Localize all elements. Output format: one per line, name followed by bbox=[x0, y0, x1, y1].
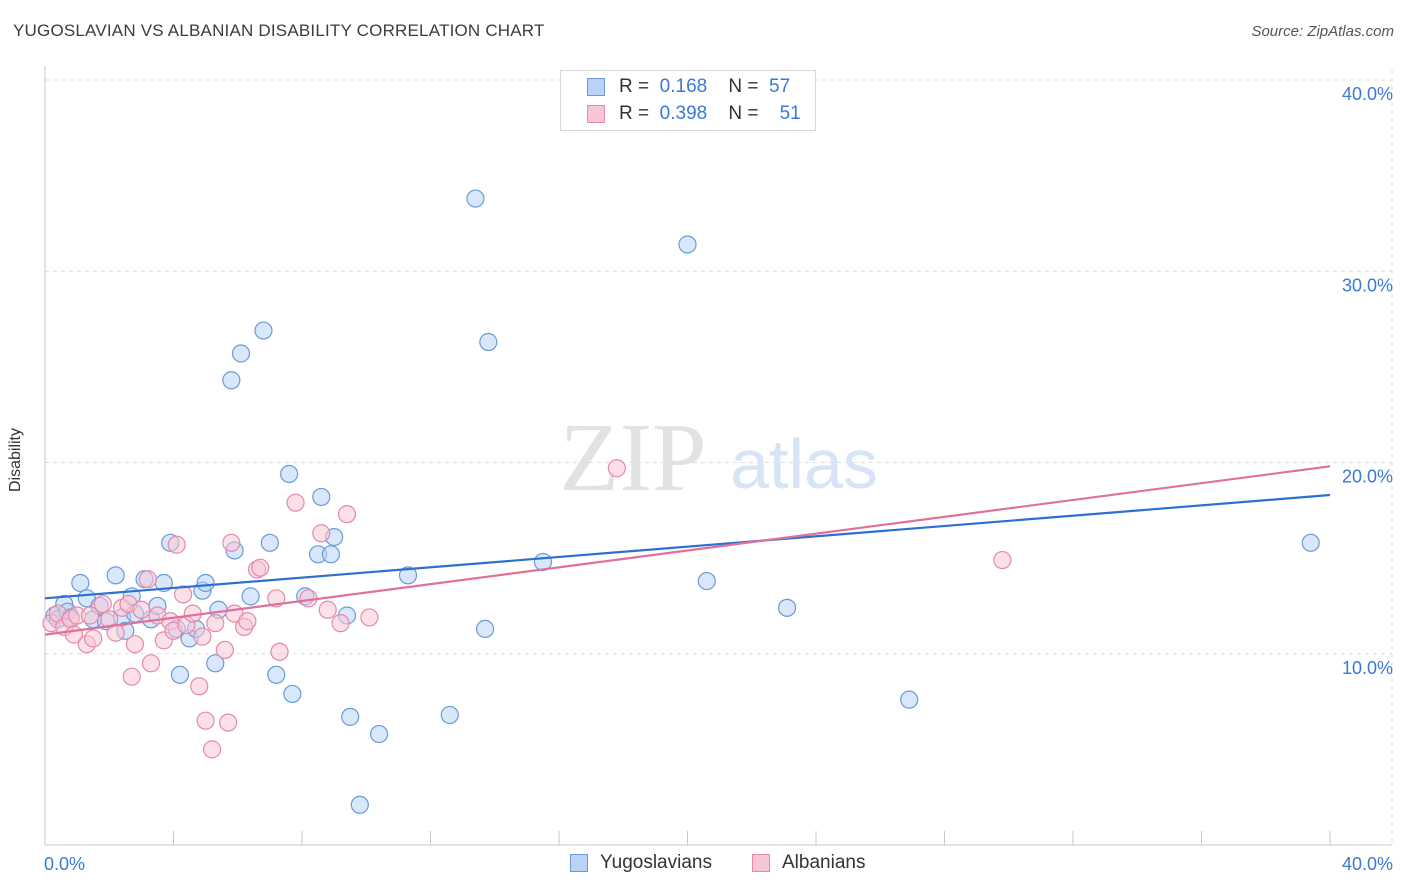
x-tick-label: 40.0% bbox=[1342, 854, 1393, 874]
point-yugoslavian bbox=[476, 619, 495, 638]
point-yugoslavian bbox=[1301, 533, 1320, 552]
point-yugoslavian bbox=[312, 487, 331, 507]
y-tick-label: 40.0% bbox=[1342, 84, 1393, 104]
point-albanian bbox=[141, 654, 161, 673]
x-tick-label: 0.0% bbox=[44, 854, 85, 874]
point-yugoslavian bbox=[222, 371, 241, 390]
legend-n-value: 57 bbox=[769, 76, 791, 97]
legend-swatch-blue bbox=[587, 78, 605, 96]
point-yugoslavian bbox=[260, 533, 279, 552]
point-albanian bbox=[337, 505, 357, 524]
point-yugoslavian bbox=[350, 795, 369, 814]
point-yugoslavian bbox=[267, 665, 286, 684]
point-yugoslavian bbox=[254, 321, 273, 340]
point-albanian bbox=[222, 533, 241, 552]
legend-r-label: R = bbox=[619, 103, 650, 124]
point-yugoslavian bbox=[280, 464, 299, 484]
point-albanian bbox=[318, 600, 337, 619]
point-albanian bbox=[331, 614, 350, 633]
trend-layer bbox=[44, 465, 1331, 636]
correlation-legend: R = 0.168 N = 57 R = 0.398 N = 51 bbox=[560, 70, 816, 131]
point-yugoslavian bbox=[678, 235, 697, 254]
labels-layer: 10.0% 20.0% 30.0% 40.0% 0.0% 40.0% bbox=[44, 84, 1393, 874]
point-albanian bbox=[219, 713, 238, 732]
point-yugoslavian bbox=[440, 705, 459, 725]
point-yugoslavian bbox=[231, 344, 251, 363]
point-albanian bbox=[206, 614, 225, 633]
trend-line-yugoslavians bbox=[44, 493, 1331, 600]
point-yugoslavian bbox=[71, 573, 90, 593]
point-yugoslavian bbox=[206, 654, 225, 673]
y-tick-label: 20.0% bbox=[1342, 467, 1393, 487]
point-yugoslavian bbox=[900, 690, 919, 709]
point-albanian bbox=[122, 667, 141, 686]
point-yugoslavian bbox=[466, 189, 485, 208]
point-yugoslavian bbox=[241, 587, 260, 606]
point-yugoslavian bbox=[370, 724, 389, 744]
point-yugoslavian bbox=[777, 598, 797, 617]
axis-layer bbox=[44, 66, 1392, 846]
point-albanian bbox=[193, 627, 212, 646]
point-albanian bbox=[125, 635, 145, 654]
point-albanian bbox=[251, 558, 270, 577]
y-tick-label: 10.0% bbox=[1342, 658, 1393, 678]
point-yugoslavian bbox=[170, 665, 190, 684]
point-yugoslavian bbox=[479, 332, 498, 352]
bottom-legend-swatch-blue bbox=[570, 854, 588, 872]
point-yugoslavian bbox=[196, 573, 215, 593]
y-tick-label: 30.0% bbox=[1342, 275, 1393, 295]
legend-n-label: N = bbox=[728, 76, 759, 97]
bottom-legend-label: Albanians bbox=[782, 852, 866, 873]
legend-n-value: 51 bbox=[779, 103, 801, 124]
point-albanian bbox=[286, 493, 305, 512]
point-yugoslavian bbox=[106, 566, 125, 585]
point-yugoslavian bbox=[341, 707, 360, 726]
legend-r-label: R = bbox=[619, 76, 650, 97]
point-yugoslavian bbox=[697, 571, 716, 591]
point-albanian bbox=[312, 524, 331, 543]
point-yugoslavian bbox=[398, 566, 418, 585]
point-albanian bbox=[360, 608, 379, 627]
legend-n-label: N = bbox=[728, 103, 759, 124]
watermark: ZIP atlas bbox=[560, 404, 878, 512]
point-albanian bbox=[238, 612, 257, 631]
trend-line-albanians bbox=[44, 465, 1331, 636]
point-albanian bbox=[167, 535, 186, 554]
point-albanian bbox=[215, 640, 234, 660]
watermark-atlas: atlas bbox=[730, 425, 878, 503]
chart-title: YUGOSLAVIAN VS ALBANIAN DISABILITY CORRE… bbox=[13, 21, 545, 40]
grid-layer bbox=[45, 70, 1393, 845]
legend-swatch-pink bbox=[587, 105, 605, 123]
bottom-legend-swatch-pink bbox=[752, 854, 770, 872]
point-albanian bbox=[607, 459, 626, 478]
point-yugoslavian bbox=[321, 545, 341, 564]
point-albanian bbox=[84, 629, 103, 648]
point-yugoslavian bbox=[283, 684, 302, 704]
legend-r-value: 0.398 bbox=[659, 103, 708, 124]
points-layer bbox=[42, 189, 1320, 814]
point-albanian bbox=[190, 677, 209, 696]
watermark-zip: ZIP bbox=[560, 404, 707, 512]
bottom-legend-label: Yugoslavians bbox=[600, 852, 712, 873]
point-albanian bbox=[93, 594, 112, 614]
point-albanian bbox=[80, 606, 100, 625]
point-albanian bbox=[267, 589, 286, 608]
point-albanian bbox=[138, 570, 157, 589]
point-albanian bbox=[106, 623, 125, 642]
point-albanian bbox=[993, 550, 1012, 570]
point-albanian bbox=[202, 740, 222, 759]
point-albanian bbox=[132, 600, 151, 619]
source-label: Source: ZipAtlas.com bbox=[1251, 23, 1394, 40]
point-albanian bbox=[174, 585, 193, 604]
point-albanian bbox=[270, 642, 289, 661]
legend-r-value: 0.168 bbox=[659, 76, 708, 97]
point-albanian bbox=[196, 711, 215, 730]
